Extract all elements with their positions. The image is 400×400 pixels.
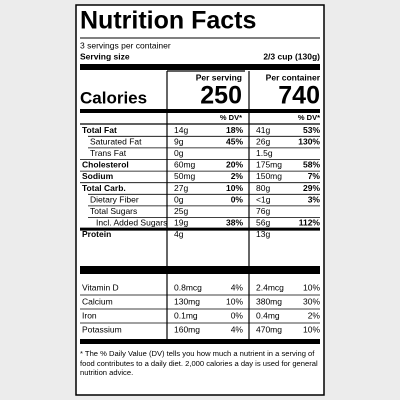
nutrient-name: Vitamin D <box>82 282 119 292</box>
nutrient-name: Protein <box>82 229 111 239</box>
daily-value: 29% <box>303 183 320 193</box>
serving-size-value: 2/3 cup (130g) <box>263 51 320 61</box>
nutrient-name: Total Fat <box>82 125 117 135</box>
daily-value: 10% <box>303 282 320 292</box>
nutrient-name: Total Carb. <box>82 183 126 193</box>
amount: 470mg <box>256 324 282 334</box>
calories-value: 740 <box>278 82 320 110</box>
amount: 160mg <box>174 324 200 334</box>
amount: <1g <box>256 194 271 204</box>
daily-value: 53% <box>303 125 320 135</box>
nutrient-name: Incl. Added Sugars <box>96 218 167 228</box>
dv-header: % DV* <box>220 113 242 122</box>
amount: 25g <box>174 206 188 216</box>
nutrient-name: Cholesterol <box>82 160 129 170</box>
amount: 150mg <box>256 171 282 181</box>
daily-value: 112% <box>299 218 321 228</box>
calories-label: Calories <box>80 88 147 107</box>
amount: 175mg <box>256 160 282 170</box>
amount: 9g <box>174 136 184 146</box>
column-header: Per container <box>266 72 321 82</box>
dv-header: % DV* <box>298 113 320 122</box>
thick-bar <box>80 109 320 113</box>
daily-value: 2% <box>308 310 321 320</box>
daily-value: 10% <box>303 324 320 334</box>
title: Nutrition Facts <box>80 7 256 35</box>
daily-value: 38% <box>226 218 243 228</box>
amount: 2.4mcg <box>256 282 284 292</box>
daily-value: 20% <box>226 160 243 170</box>
amount: 41g <box>256 125 270 135</box>
nutrient-name: Total Sugars <box>90 206 137 216</box>
daily-value: 30% <box>303 296 320 306</box>
daily-value: 18% <box>226 125 243 135</box>
amount: 76g <box>256 206 270 216</box>
amount: 0.4mg <box>256 310 280 320</box>
amount: 14g <box>174 125 188 135</box>
amount: 26g <box>256 136 270 146</box>
nutrient-name: Trans Fat <box>90 148 127 158</box>
nutrient-name: Dietary Fiber <box>90 194 139 204</box>
amount: 56g <box>256 218 270 228</box>
column-header: Per serving <box>196 72 242 82</box>
amount: 13g <box>256 229 270 239</box>
daily-value: 45% <box>226 136 243 146</box>
nutrient-name: Potassium <box>82 324 122 334</box>
nutrient-name: Saturated Fat <box>90 136 142 146</box>
amount: 0.1mg <box>174 310 198 320</box>
thick-bar <box>80 266 320 274</box>
daily-value: 7% <box>308 171 321 181</box>
amount: 60mg <box>174 160 196 170</box>
daily-value: 58% <box>303 160 320 170</box>
nutrient-name: Iron <box>82 310 97 320</box>
nutrient-name: Sodium <box>82 171 114 181</box>
amount: 380mg <box>256 296 282 306</box>
thick-bar <box>80 339 320 344</box>
nutrient-name: Calcium <box>82 296 113 306</box>
amount: 27g <box>174 183 188 193</box>
daily-value: 3% <box>308 194 321 204</box>
amount: 0.8mcg <box>174 282 202 292</box>
amount: 130mg <box>174 296 200 306</box>
daily-value: 0% <box>231 310 244 320</box>
amount: 50mg <box>174 171 196 181</box>
amount: 4g <box>174 229 184 239</box>
amount: 80g <box>256 183 270 193</box>
daily-value: 10% <box>226 183 243 193</box>
daily-value: 4% <box>231 282 244 292</box>
daily-value: 0% <box>231 194 244 204</box>
amount: 19g <box>174 218 188 228</box>
daily-value: 2% <box>231 171 244 181</box>
servings: 3 servings per container <box>80 40 171 50</box>
amount: 0g <box>174 194 184 204</box>
amount: 1.5g <box>256 148 273 158</box>
thick-bar <box>80 64 320 70</box>
daily-value: 130% <box>298 136 320 146</box>
footnote: * The % Daily Value (DV) tells you how m… <box>80 349 318 378</box>
daily-value: 10% <box>226 296 243 306</box>
amount: 0g <box>174 148 184 158</box>
serving-size-label: Serving size <box>80 51 130 61</box>
calories-value: 250 <box>200 82 242 110</box>
daily-value: 4% <box>231 324 244 334</box>
